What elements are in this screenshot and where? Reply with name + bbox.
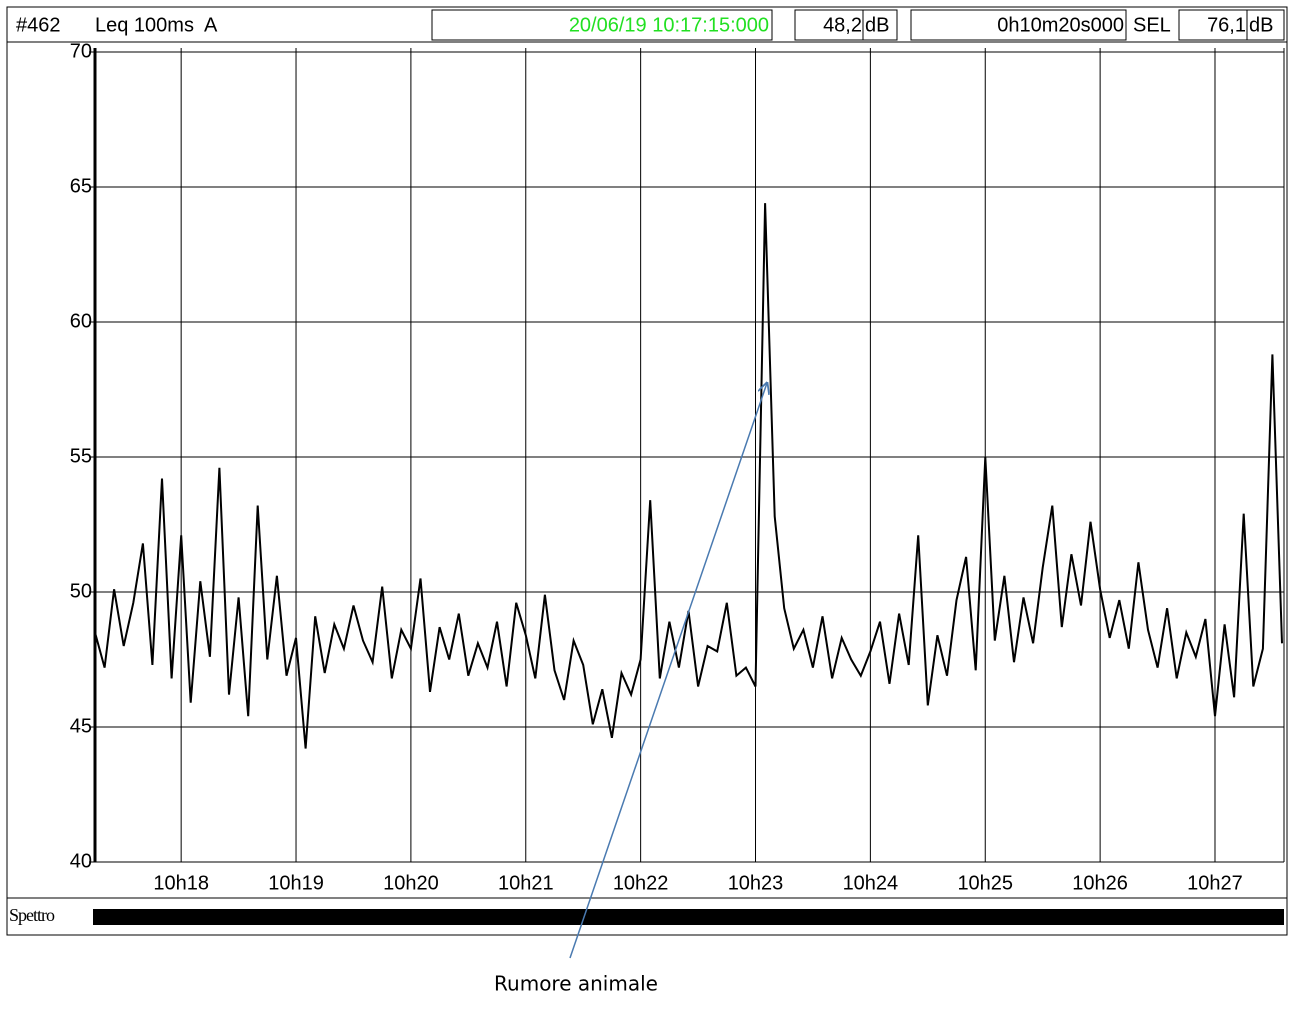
- annotation-arrow: [569, 383, 767, 959]
- y-tick-label: 70: [70, 40, 92, 62]
- record-id: #462: [16, 14, 61, 36]
- x-tick-label: 10h22: [613, 872, 669, 894]
- box: [910, 9, 1127, 41]
- sel-value: 76,1: [1207, 14, 1246, 36]
- level: 48,2: [823, 14, 862, 36]
- x-tick-label: 10h21: [498, 872, 554, 894]
- spectrum-bar: [93, 909, 1284, 925]
- y-tick-label: 45: [70, 715, 92, 737]
- x-tick-label: 10h25: [957, 872, 1013, 894]
- level-unit: dB: [865, 14, 889, 36]
- measure: Leq 100ms A: [95, 14, 218, 36]
- start-time: 20/06/19 10:17:15:000: [569, 14, 769, 36]
- y-tick-label: 65: [70, 175, 92, 197]
- x-tick-label: 10h20: [383, 872, 439, 894]
- y-tick-label: 40: [70, 850, 92, 872]
- x-tick-label: 10h24: [843, 872, 899, 894]
- level-line: [94, 203, 1283, 749]
- annotation: Rumore animale: [494, 972, 658, 996]
- sel-label: SEL: [1133, 14, 1171, 36]
- box: [431, 9, 773, 41]
- x-tick-label: 10h18: [153, 872, 209, 894]
- x-tick-label: 10h23: [728, 872, 784, 894]
- frame: [6, 6, 1288, 936]
- box: [1178, 9, 1248, 41]
- box: [794, 9, 864, 41]
- duration: 0h10m20s000: [997, 14, 1124, 36]
- x-tick-label: 10h26: [1072, 872, 1128, 894]
- y-tick-label: 50: [70, 580, 92, 602]
- x-tick-label: 10h27: [1187, 872, 1243, 894]
- y-tick-label: 55: [70, 445, 92, 467]
- sel-unit: dB: [1249, 14, 1273, 36]
- y-tick-label: 60: [70, 310, 92, 332]
- spectrum-label: Spettro: [9, 905, 55, 925]
- x-tick-label: 10h19: [268, 872, 324, 894]
